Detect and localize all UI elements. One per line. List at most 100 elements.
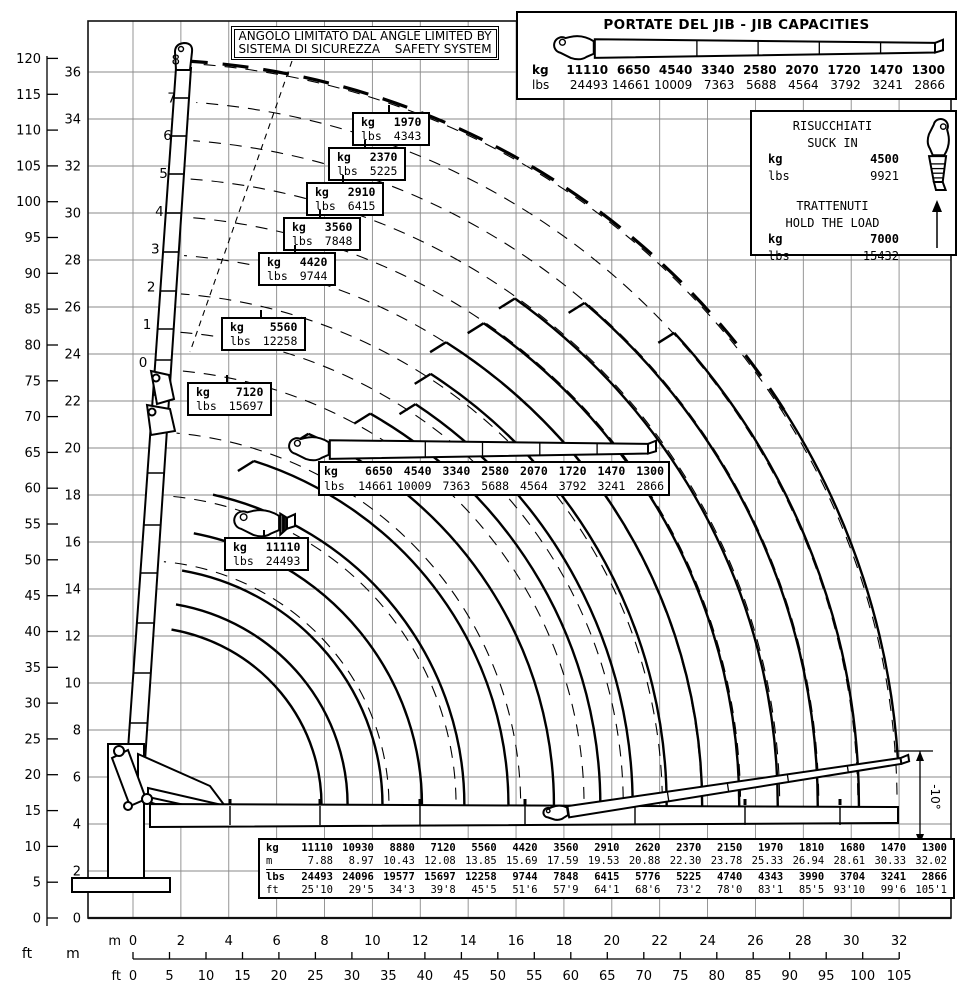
angle-note-it-line2: SISTEMA DI SICUREZZA	[238, 42, 381, 56]
bt-kg-cell: 2370	[676, 842, 702, 854]
legend-lbs-cell: 7363	[703, 78, 735, 92]
bt-lbs-cell: 3241	[880, 871, 907, 883]
table-separator	[266, 869, 947, 870]
hold-lbs-unit: lbs	[768, 248, 790, 263]
bt-kg-cell: 8880	[389, 842, 415, 854]
capacity-callout-2370kg: kg 2370 lbs 5225	[328, 140, 407, 181]
bottom-ft-tick-label: 75	[672, 969, 689, 984]
callout-kg-unit: kg	[196, 385, 210, 399]
callout-lbs-value: 12258	[262, 334, 298, 348]
bottom-m-tick-label: 12	[412, 934, 429, 949]
legend-lbs-cell: 4564	[788, 78, 819, 92]
hold-label-en: HOLD THE LOAD	[785, 215, 880, 230]
left-m-tick-label: 34	[64, 113, 81, 128]
left-ft-tick-label: 90	[24, 267, 41, 282]
legend-lbs-row: lbs 24493 14661 10009 7363 5688 4564 3792 3241 28…	[518, 78, 955, 93]
bottom-ft-tick-label: 20	[271, 969, 288, 984]
suck-in-label-it: RISUCCHIATI	[792, 119, 873, 133]
bottom-ft-tick-label: 80	[709, 969, 726, 984]
extension-mark-3: 3	[151, 242, 160, 258]
bottom-m-tick-label: 30	[843, 934, 860, 949]
bt-m-cell: 10.43	[383, 855, 415, 867]
angle-limit-leader-line	[189, 60, 293, 353]
bt-lbs-cell: 7848	[553, 871, 579, 883]
callout-kg-value: 2910	[347, 185, 376, 199]
mid-lbs-cell: 3792	[558, 478, 587, 493]
capacity-callout-11110kg: kg 11110 lbs 24493	[224, 530, 310, 571]
bottom-ft-tick-label: 25	[307, 969, 324, 984]
hold-label-it: TRATTENUTI	[796, 199, 869, 213]
bottom-m-prefix: m	[108, 934, 121, 949]
bt-kg-cell: 2910	[594, 842, 620, 854]
left-m-tick-label: 10	[64, 677, 81, 692]
bottom-ft-tick-label: 45	[453, 969, 470, 984]
bt-ft-label: ft	[266, 884, 279, 896]
bottom-ft-tick-label: 85	[745, 969, 762, 984]
bottom-ft-prefix: ft	[112, 969, 121, 984]
left-ft-tick-label: 105	[16, 159, 41, 174]
callout-lbs-unit: lbs	[267, 269, 288, 283]
mid-kg-cell: 1720	[558, 464, 587, 478]
legend-kg-cell: 3340	[701, 63, 735, 77]
left-ft-tick-label: 30	[24, 697, 41, 712]
bottom-table-m-row: m 7.88 8.97 10.43 12.08 13.85 15.69 17.59 19.53 2…	[266, 855, 947, 868]
mid-lbs-cell: 14661	[358, 478, 393, 493]
angled-jib-profile	[542, 753, 911, 821]
vertical-jib-icon	[926, 118, 950, 191]
bt-kg-cell: 1680	[839, 842, 866, 854]
bt-lbs-cell: 5776	[635, 871, 661, 883]
callout-lbs-value: 9744	[299, 269, 328, 283]
bt-lbs-cell: 19577	[383, 871, 415, 883]
mid-kg-cell: 4540	[403, 464, 432, 478]
extension-mark-1: 1	[143, 317, 152, 333]
mid-kg-cell: 1470	[597, 464, 626, 478]
legend-kg-cell: 11110	[566, 63, 609, 77]
bt-lbs-cell: 3990	[798, 871, 825, 883]
bt-ft-cell: 64'1	[594, 884, 620, 896]
bottom-ft-tick-label: 40	[417, 969, 434, 984]
outreach-capacity-table: kg 11110 10930 8880 7120 5560 4420 3560 2910 2620…	[258, 838, 955, 899]
legend-kg-label: kg	[532, 63, 549, 77]
bt-lbs-cell: 24493	[301, 871, 333, 883]
left-ft-tick-label: 85	[24, 303, 41, 318]
bottom-ft-tick-label: 0	[129, 969, 137, 984]
callout-kg-value: 2370	[369, 150, 398, 164]
legend-title: PORTATE DEL JIB - JIB CAPACITIES	[603, 17, 870, 33]
callout-lbs-unit: lbs	[196, 399, 217, 413]
bottom-ft-tick-label: 105	[887, 969, 912, 984]
legend-lbs-cell: 14661	[612, 78, 651, 92]
capacity-callout-5560kg: kg 5560 lbs 12258	[221, 310, 307, 351]
jib-angle-label: -10°	[928, 784, 942, 810]
boom-head-pin-icon	[177, 45, 185, 53]
mid-lbs-cell: 4564	[520, 478, 548, 493]
legend-lbs-cell: 10009	[654, 78, 693, 92]
bottom-m-tick-label: 18	[556, 934, 573, 949]
bottom-table-kg-row: kg 11110 10930 8880 7120 5560 4420 3560 2910 2620…	[266, 842, 947, 855]
mid-lbs-cell: 7363	[442, 478, 471, 493]
bt-ft-cell: 99'6	[880, 884, 907, 896]
bottom-m-tick-label: 2	[177, 934, 185, 949]
left-ft-tick-label: 20	[24, 768, 41, 783]
legend-kg-cell: 2580	[743, 63, 777, 77]
left-m-tick-label: 4	[73, 818, 81, 833]
left-ft-tick-label: 75	[24, 374, 41, 389]
bt-ft-cell: 45'5	[471, 884, 497, 896]
mid-lbs-cell: 3241	[597, 478, 626, 493]
mid-kg-cell: 3340	[442, 464, 471, 478]
bottom-m-tick-label: 14	[460, 934, 477, 949]
bottom-ft-tick-label: 15	[234, 969, 251, 984]
left-ft-tick-label: 35	[24, 661, 41, 676]
left-ft-tick-label: 0	[33, 912, 41, 927]
mid-kg-label: kg	[324, 464, 338, 478]
left-m-tick-label: 18	[64, 489, 81, 504]
extension-mark-6: 6	[163, 128, 172, 144]
left-ft-unit-label: ft	[22, 946, 33, 962]
angle-note-it-line1: ANGOLO LIMITATO DAL	[238, 29, 377, 43]
bt-ft-cell: 68'6	[635, 884, 661, 896]
bottom-ft-tick-label: 5	[165, 969, 173, 984]
callout-kg-unit: kg	[233, 540, 247, 554]
capacity-callout-7120kg: kg 7120 lbs 15697	[187, 375, 273, 416]
